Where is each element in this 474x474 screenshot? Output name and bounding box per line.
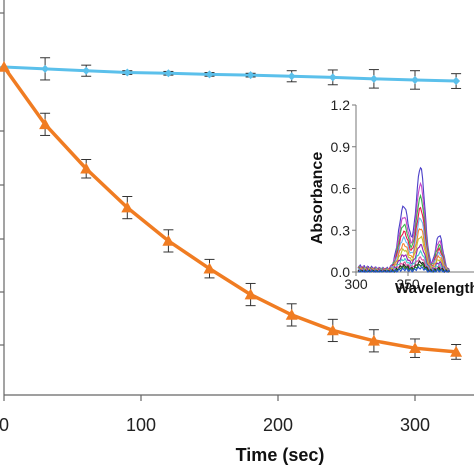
data-point <box>82 66 91 75</box>
inset-absorbance-plot: 0.0 0.3 0.6 0.9 1.2 300 350 <box>331 97 474 292</box>
data-point <box>123 68 132 77</box>
data-point <box>41 64 50 73</box>
inset-y-tick-label: 0.0 <box>331 264 351 280</box>
data-point <box>369 74 378 83</box>
data-point <box>450 345 463 357</box>
data-point <box>367 334 380 346</box>
inset-y-tick-label: 0.6 <box>331 181 351 197</box>
series-line <box>2 65 457 354</box>
series-blue <box>0 57 462 90</box>
x-tick-label: 100 <box>126 415 156 435</box>
inset-x-tick-label: 350 <box>396 276 420 292</box>
data-point <box>411 75 419 84</box>
x-tick-label: 0 <box>0 415 9 435</box>
inset-x-tick-label: 300 <box>344 276 368 292</box>
data-point <box>121 201 134 213</box>
spectrum-line <box>357 217 451 273</box>
data-point <box>162 234 175 246</box>
data-point <box>244 288 257 300</box>
inset-y-tick-label: 1.2 <box>331 97 351 113</box>
data-point <box>285 308 298 320</box>
data-point <box>0 61 10 72</box>
data-point <box>409 342 421 353</box>
x-axis-title: Time (sec) <box>236 445 325 465</box>
data-point <box>328 73 337 82</box>
data-point <box>246 71 255 80</box>
spectrum-line <box>358 265 450 273</box>
x-tick-label: 300 <box>400 415 430 435</box>
inset-x-axis-title: Wavelength <box>395 280 474 297</box>
x-tick-label: 200 <box>263 415 293 435</box>
series-orange <box>0 61 463 360</box>
series-line <box>3 65 457 83</box>
main-plot: 0 100 200 300 <box>0 0 474 435</box>
inset-y-axis-title: Absorbance <box>309 152 326 245</box>
inset-y-tick-label: 0.3 <box>331 222 351 238</box>
data-point <box>203 262 216 274</box>
data-point <box>80 162 93 174</box>
data-point <box>287 72 296 81</box>
data-point <box>39 118 52 130</box>
inset-y-tick-label: 0.9 <box>331 139 351 155</box>
data-point <box>326 324 339 336</box>
data-point <box>164 69 173 78</box>
data-point <box>205 70 214 79</box>
data-point <box>452 77 461 86</box>
